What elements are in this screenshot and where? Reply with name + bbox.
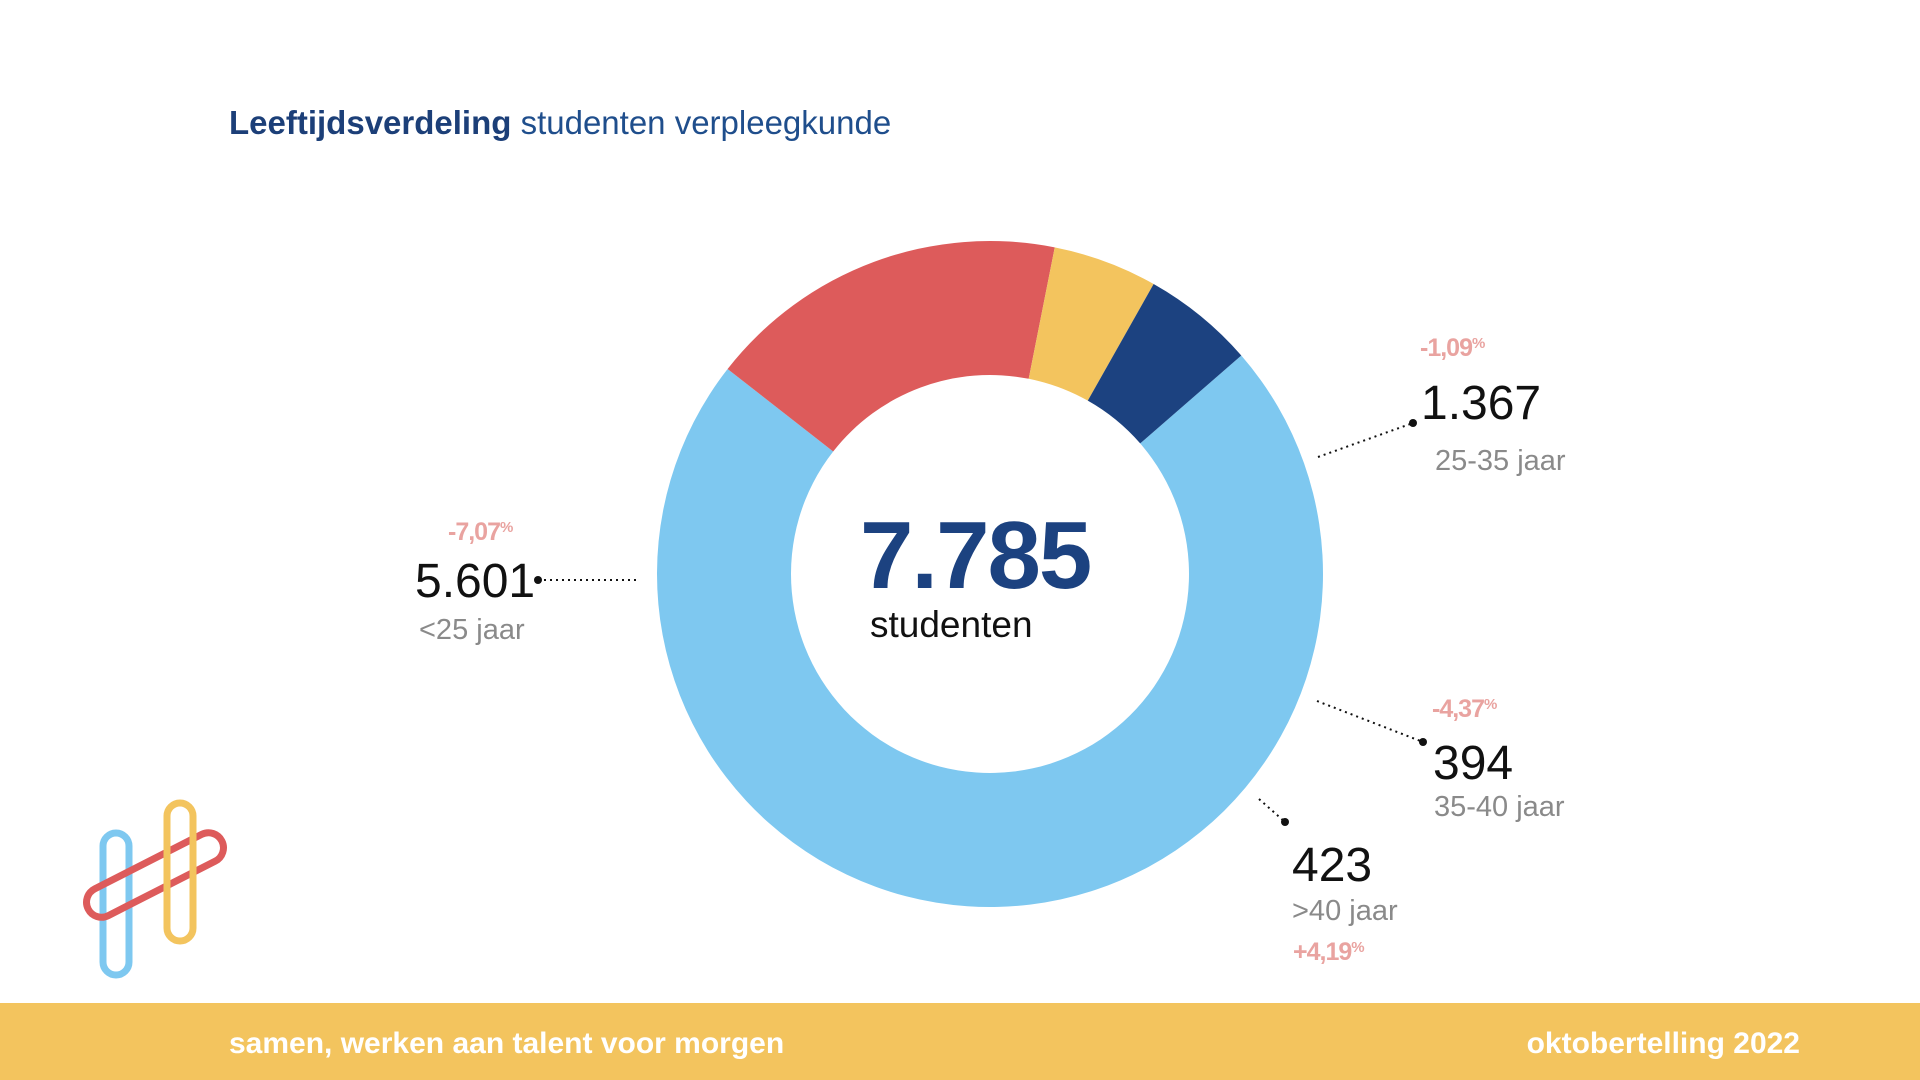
footer-tagline: samen, werken aan talent voor morgen (229, 1027, 785, 1060)
value-35-40: 394 (1433, 737, 1514, 790)
total-value: 7.785 (860, 502, 1092, 609)
change-under-25: -7,07% (448, 518, 513, 546)
change-over-40-value: +4,19 (1293, 938, 1352, 966)
change-35-40: -4,37% (1432, 695, 1497, 723)
leader-over-40 (1258, 798, 1286, 823)
value-25-35: 1.367 (1421, 377, 1542, 430)
change-under-25-value: -7,07 (448, 518, 501, 546)
chart-title-rest: studenten verpleegkunde (511, 104, 892, 141)
slice-under-25 (657, 355, 1323, 908)
value-under-25: 5.601 (415, 555, 536, 608)
slice-25-35 (727, 241, 1055, 452)
footer-edition: oktobertelling 2022 (1526, 1027, 1800, 1060)
leader-35-40 (1316, 700, 1424, 743)
leader-dot-25-35 (1409, 419, 1417, 427)
slice-over-40 (1087, 283, 1242, 444)
chart-title-bold: Leeftijdsverdeling (229, 104, 512, 141)
value-over-40: 423 (1292, 839, 1373, 892)
leader-25-35 (1317, 422, 1414, 458)
change-25-35-value: -1,09 (1420, 334, 1473, 362)
leader-dot-over-40 (1281, 818, 1289, 826)
footer-bar: samen, werken aan talent voor morgen okt… (0, 1003, 1920, 1080)
logo-icon (83, 799, 227, 979)
slice-35-40 (1028, 247, 1154, 401)
donut-chart (534, 241, 1427, 908)
leader-dot-35-40 (1419, 738, 1427, 746)
age-label-35-40: 35-40 jaar (1434, 791, 1565, 823)
chart-title: Leeftijdsverdeling studenten verpleegkun… (229, 104, 891, 142)
age-label-under-25: <25 jaar (419, 614, 525, 646)
total-unit: studenten (870, 604, 1033, 645)
age-label-25-35: 25-35 jaar (1435, 445, 1566, 477)
change-25-35: -1,09% (1420, 334, 1485, 362)
change-35-40-value: -4,37 (1432, 695, 1485, 723)
change-over-40: +4,19% (1293, 938, 1365, 966)
leader-dot-under-25 (534, 576, 542, 584)
age-label-over-40: >40 jaar (1292, 895, 1398, 927)
